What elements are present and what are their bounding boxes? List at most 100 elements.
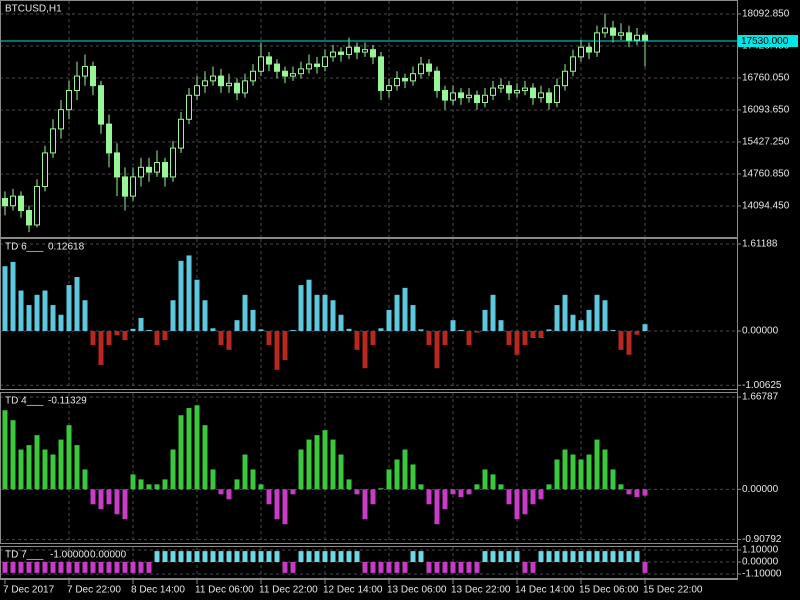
x-tick-label: 11 Dec 22:00 [259,585,318,596]
x-tick-label: 14 Dec 14:00 [515,585,575,596]
histogram-bar [378,488,384,490]
histogram-bar [10,420,16,490]
panel-title: TD 7___ [5,550,44,561]
histogram-bar [274,551,280,562]
histogram-bar [66,562,72,573]
histogram-bar [194,405,200,490]
histogram-bar [402,287,408,331]
histogram-bar [266,489,272,505]
histogram-bar [514,489,520,520]
candle-body [562,70,568,87]
histogram-bar [282,330,288,361]
histogram-bar [578,459,584,490]
histogram-bar [10,562,16,573]
histogram-bar [634,489,640,498]
histogram-bar [386,562,392,573]
candle-body [426,63,432,72]
candle-body [474,94,480,103]
histogram-bar [114,330,120,336]
histogram-bar [138,479,144,490]
candle-body [370,49,376,58]
candle-body [106,123,112,154]
histogram-bar [74,277,80,331]
candle-body [626,32,632,41]
histogram-bar [186,551,192,562]
histogram-bar [42,449,48,490]
histogram-bar [586,454,592,490]
candle-body [2,198,8,207]
panel-title: TD 6___ [5,242,44,253]
y-tick-label: 0.00000 [742,557,779,568]
panel-title: TD 4___ [5,396,44,407]
histogram-bar [250,551,256,562]
histogram-bar [530,562,536,573]
histogram-bar [122,330,128,341]
candle-body [186,94,192,120]
histogram-bar [266,330,272,346]
histogram-bar [522,562,528,573]
histogram-bar [418,484,424,490]
x-tick-label: 8 Dec 14:00 [131,585,185,596]
histogram-bar [154,484,160,490]
histogram-bar [178,415,184,490]
histogram-bar [466,562,472,573]
histogram-bar [98,489,104,510]
candle-body [146,166,152,173]
histogram-bar [418,329,424,331]
histogram-bar [434,330,440,369]
candle-body [402,77,408,82]
x-tick-label: 13 Dec 06:00 [387,585,447,596]
histogram-bar [290,329,296,331]
histogram-bar [170,449,176,490]
histogram-bar [66,425,72,490]
candle-body [162,162,168,178]
histogram-bar [586,309,592,331]
candle-body [594,32,600,53]
histogram-bar [114,489,120,515]
y-tick-label: -1.00625 [742,380,782,391]
histogram-bar [450,320,456,331]
histogram-bar [18,562,24,573]
histogram-bar [90,330,96,346]
histogram-bar [394,562,400,573]
y-tick-label: 14760.850 [742,169,790,180]
y-tick-label: 0.00000 [742,326,779,337]
histogram-bar [234,479,240,490]
histogram-bar [210,551,216,562]
histogram-bar [642,489,648,496]
histogram-bar [626,551,632,562]
candle-body [442,89,448,101]
candle-body [490,87,496,96]
histogram-bar [530,489,536,505]
histogram-bar [258,329,264,331]
candle-body [90,65,96,87]
histogram-bar [154,551,160,562]
histogram-bar [130,562,136,573]
histogram-bar [490,474,496,490]
candle-body [322,56,328,67]
histogram-bar [554,459,560,490]
histogram-bar [122,562,128,573]
histogram-bar [330,551,336,562]
candle-body [634,34,640,41]
histogram-bar [58,314,64,331]
histogram-bar [322,294,328,331]
candle-body [570,56,576,72]
x-tick-label: 11 Dec 06:00 [195,585,254,596]
histogram-bar [354,330,360,350]
y-tick-label: 1.10000 [742,545,779,556]
histogram-bar [250,309,256,331]
histogram-bar [546,484,552,490]
histogram-bar [298,551,304,562]
y-tick-label: 0.00000 [742,484,779,495]
histogram-bar [226,489,232,500]
candle-body [178,118,184,149]
histogram-bar [482,469,488,490]
histogram-bar [402,562,408,573]
x-tick-label: 7 Dec 2017 [3,585,55,596]
candle-body [138,166,144,178]
histogram-bar [178,551,184,562]
candle-body [154,162,160,173]
candle-body [274,63,280,72]
